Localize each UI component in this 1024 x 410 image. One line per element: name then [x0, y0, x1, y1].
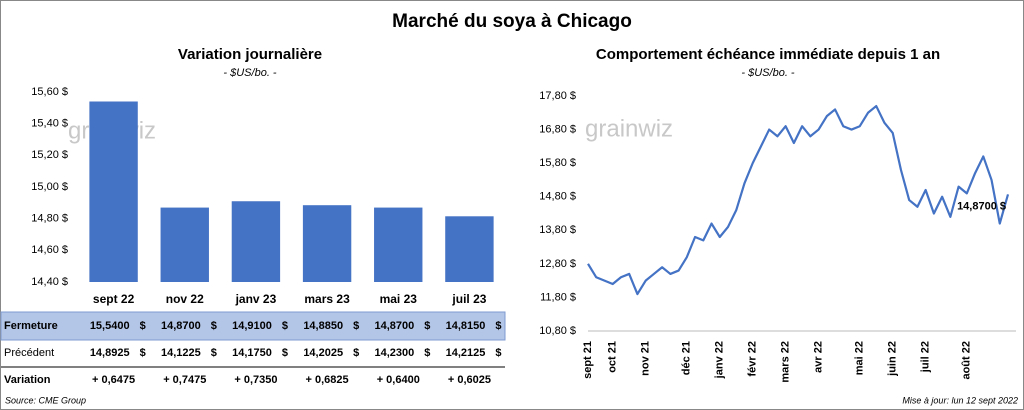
table-cell: 15,5400 — [90, 320, 130, 332]
y-tick-label: 15,00 $ — [31, 181, 68, 193]
bar — [160, 207, 209, 282]
table-cell: 14,1225 — [161, 347, 201, 359]
table-cell: 14,2125 — [446, 347, 486, 359]
watermark: grainwiz — [585, 115, 673, 142]
table-cell: 14,9100 — [232, 320, 272, 332]
table-cell: 14,2300 — [374, 347, 414, 359]
x-tick-label: août 22 — [961, 341, 973, 380]
table-cell: 14,8700 — [161, 320, 201, 332]
y-tick-label: 14,40 $ — [31, 276, 68, 288]
x-tick-label: avr 22 — [812, 341, 824, 373]
x-tick-label: juin 22 — [887, 341, 899, 377]
bar — [231, 201, 281, 282]
updated: Mise à jour: lun 12 sept 2022 — [902, 395, 1018, 405]
table-cell: 14,8850 — [303, 320, 343, 332]
chart-title: Variation journalière — [178, 46, 322, 63]
x-tick-label: mars 23 — [304, 292, 350, 306]
y-tick-label: 15,60 $ — [31, 86, 68, 98]
row-label: Variation — [4, 374, 51, 386]
source: Source: CME Group — [5, 395, 86, 405]
chart-subtitle: - $US/bo. - — [741, 67, 795, 79]
y-tick-label: 17,80 $ — [539, 90, 576, 102]
table-cell: + 0,6025 — [448, 374, 491, 386]
last-value-label: 14,8700 $ — [957, 200, 1006, 212]
x-tick-label: déc 21 — [681, 341, 693, 375]
x-tick-label: nov 22 — [166, 292, 204, 306]
price-line — [587, 104, 1010, 296]
x-tick-label: sept 22 — [93, 292, 135, 306]
y-tick-label: 11,80 $ — [540, 291, 576, 303]
table-unit: $ — [353, 347, 359, 359]
table-highlight — [0, 311, 506, 341]
y-tick-label: 14,80 $ — [31, 213, 68, 225]
table-unit: $ — [495, 347, 501, 359]
table-unit: $ — [211, 347, 217, 359]
table-cell: + 0,6475 — [92, 374, 135, 386]
x-tick-label: juil 22 — [920, 341, 932, 373]
y-tick-label: 13,80 $ — [539, 224, 576, 236]
table-unit: $ — [282, 347, 288, 359]
table-cell: + 0,7350 — [234, 374, 277, 386]
table-cell: 14,8150 — [446, 320, 486, 332]
x-tick-label: janv 23 — [235, 292, 277, 306]
table-unit: $ — [424, 320, 430, 332]
x-tick-label: févr 22 — [747, 341, 759, 376]
y-tick-label: 12,80 $ — [539, 258, 576, 270]
chart-subtitle: - $US/bo. - — [223, 67, 277, 79]
bar — [445, 216, 494, 282]
row-label: Fermeture — [4, 320, 58, 332]
bar — [302, 205, 352, 282]
y-tick-label: 15,40 $ — [31, 118, 68, 130]
x-tick-label: mai 22 — [854, 341, 866, 375]
x-tick-label: juil 23 — [451, 292, 486, 306]
table-unit: $ — [424, 347, 430, 359]
bar — [374, 207, 423, 282]
x-tick-label: mars 22 — [780, 341, 792, 383]
chart-title: Comportement échéance immédiate depuis 1… — [596, 46, 940, 63]
y-tick-label: 14,60 $ — [31, 244, 68, 256]
table-cell: + 0,6400 — [377, 374, 420, 386]
table-cell: + 0,6825 — [306, 374, 349, 386]
table-unit: $ — [211, 320, 217, 332]
x-tick-label: sept 21 — [582, 341, 594, 379]
table-cell: 14,8700 — [374, 320, 414, 332]
y-tick-label: 10,80 $ — [539, 325, 576, 337]
x-tick-label: oct 21 — [607, 341, 619, 373]
table-cell: 14,1750 — [232, 347, 272, 359]
y-tick-label: 16,80 $ — [539, 123, 576, 135]
y-tick-label: 14,80 $ — [539, 191, 576, 203]
table-cell: + 0,7475 — [163, 374, 206, 386]
x-tick-label: nov 21 — [640, 341, 652, 376]
table-cell: 14,8925 — [90, 347, 130, 359]
bar — [89, 101, 138, 282]
y-tick-label: 15,80 $ — [539, 157, 576, 169]
x-tick-label: janv 22 — [714, 341, 726, 379]
y-tick-label: 15,20 $ — [31, 149, 68, 161]
x-tick-label: mai 23 — [380, 292, 418, 306]
page-title: Marché du soya à Chicago — [392, 11, 632, 32]
table-unit: $ — [495, 320, 501, 332]
table-cell: 14,2025 — [303, 347, 343, 359]
row-label: Précédent — [4, 347, 54, 359]
table-unit: $ — [140, 347, 146, 359]
table-unit: $ — [140, 320, 146, 332]
table-unit: $ — [353, 320, 359, 332]
table-unit: $ — [282, 320, 288, 332]
